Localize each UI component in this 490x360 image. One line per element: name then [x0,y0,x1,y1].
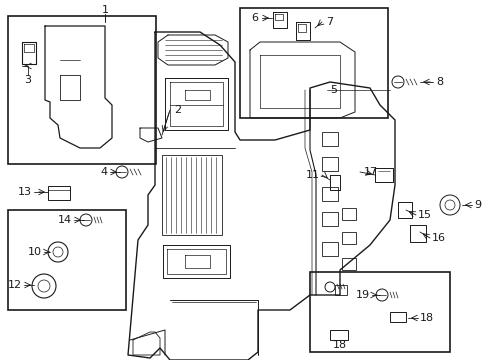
Bar [335,285,347,295]
Text: 11: 11 [306,170,320,180]
Text: 15: 15 [418,210,432,220]
Text: 4: 4 [101,167,108,177]
Bar [162,155,222,235]
Text: 16: 16 [432,233,446,243]
Bar [322,157,338,171]
Bar [330,330,348,340]
Text: 5: 5 [330,85,337,95]
Text: 9: 9 [474,200,481,210]
Bar [342,258,356,270]
Text: 3: 3 [24,75,31,85]
Text: 7: 7 [326,17,333,27]
Bar [390,312,406,322]
Bar [342,232,356,244]
Text: 18: 18 [420,313,434,323]
Bar [342,208,356,220]
Bar [322,187,338,201]
Bar [48,186,70,200]
Bar [322,132,338,146]
Text: 17: 17 [364,167,378,177]
Bar [310,272,450,352]
Text: 12: 12 [8,280,22,290]
Text: 10: 10 [28,247,42,257]
Text: 1: 1 [101,5,108,15]
Text: 14: 14 [58,215,72,225]
Text: 18: 18 [333,340,347,350]
Bar [8,16,156,164]
Text: 13: 13 [18,187,32,197]
Text: 2: 2 [174,105,182,115]
Text: 8: 8 [436,77,443,87]
Bar [240,8,388,118]
Bar [322,242,338,256]
Text: 6: 6 [251,13,258,23]
Bar [8,210,126,310]
Bar [322,212,338,226]
Text: 19: 19 [356,290,370,300]
